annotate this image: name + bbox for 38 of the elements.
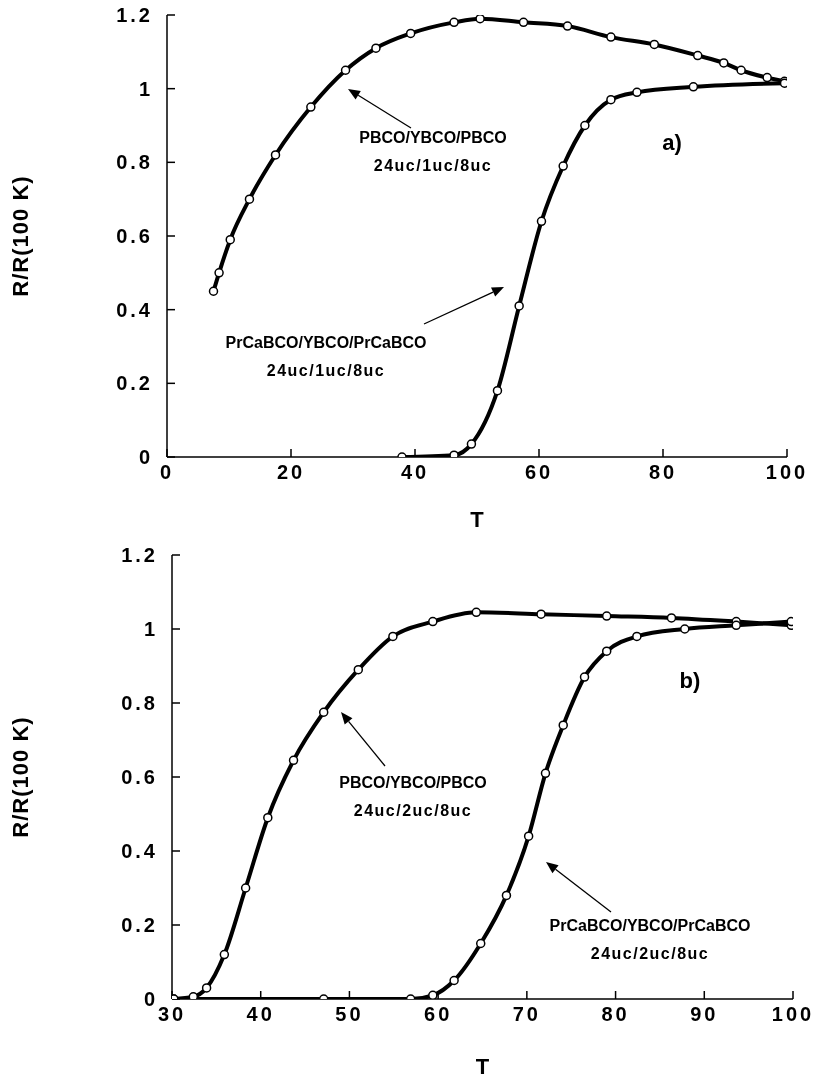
annotation: PrCaBCO/YBCO/PrCaBCO 24uc/1uc/8uc bbox=[225, 334, 427, 379]
x-tick-label: 60 bbox=[524, 461, 554, 484]
annotation: PBCO/YBCO/PBCO 24uc/1uc/8uc bbox=[359, 129, 507, 174]
x-tick-label: 50 bbox=[335, 1003, 364, 1026]
annotation: b) bbox=[679, 668, 701, 693]
y-tick-label: 0.4 bbox=[121, 840, 158, 863]
x-axis-title: T bbox=[475, 1054, 490, 1079]
y-tick-label: 0.4 bbox=[116, 298, 153, 321]
x-tick-label: 60 bbox=[424, 1003, 453, 1026]
x-tick-label: 100 bbox=[771, 1003, 815, 1026]
y-tick-label: 1 bbox=[143, 618, 158, 641]
x-tick-label: 80 bbox=[648, 461, 678, 484]
y-tick-label: 0.8 bbox=[121, 692, 158, 715]
y-tick-label: 1.2 bbox=[121, 544, 158, 567]
y-tick-label: 0.2 bbox=[116, 372, 153, 395]
y-tick-label: 0.6 bbox=[116, 225, 153, 248]
x-tick-label: 80 bbox=[601, 1003, 630, 1026]
x-tick-label: 0 bbox=[159, 461, 175, 484]
annotation: PrCaBCO/YBCO/PrCaBCO 24uc/2uc/8uc bbox=[549, 917, 751, 962]
y-tick-label: 0.2 bbox=[121, 914, 158, 937]
x-tick-label: 40 bbox=[400, 461, 430, 484]
annotation: a) bbox=[662, 130, 682, 155]
y-axis-title: R/R(100 K) bbox=[7, 716, 33, 838]
x-axis-title: T bbox=[470, 507, 485, 532]
x-tick-label: 90 bbox=[690, 1003, 719, 1026]
y-axis-title: R/R(100 K) bbox=[7, 175, 33, 297]
x-tick-label: 40 bbox=[246, 1003, 275, 1026]
annotation: PBCO/YBCO/PBCO 24uc/2uc/8uc bbox=[339, 774, 487, 819]
y-tick-label: 1 bbox=[138, 77, 153, 100]
x-tick-label: 70 bbox=[512, 1003, 541, 1026]
x-tick-label: 100 bbox=[765, 461, 809, 484]
x-tick-label: 30 bbox=[157, 1003, 187, 1026]
y-tick-label: 0.6 bbox=[121, 766, 158, 789]
y-tick-label: 0 bbox=[143, 988, 158, 1011]
y-tick-label: 1.2 bbox=[116, 4, 153, 27]
x-tick-label: 20 bbox=[276, 461, 306, 484]
y-tick-label: 0 bbox=[138, 446, 153, 469]
y-tick-label: 0.8 bbox=[116, 151, 153, 174]
